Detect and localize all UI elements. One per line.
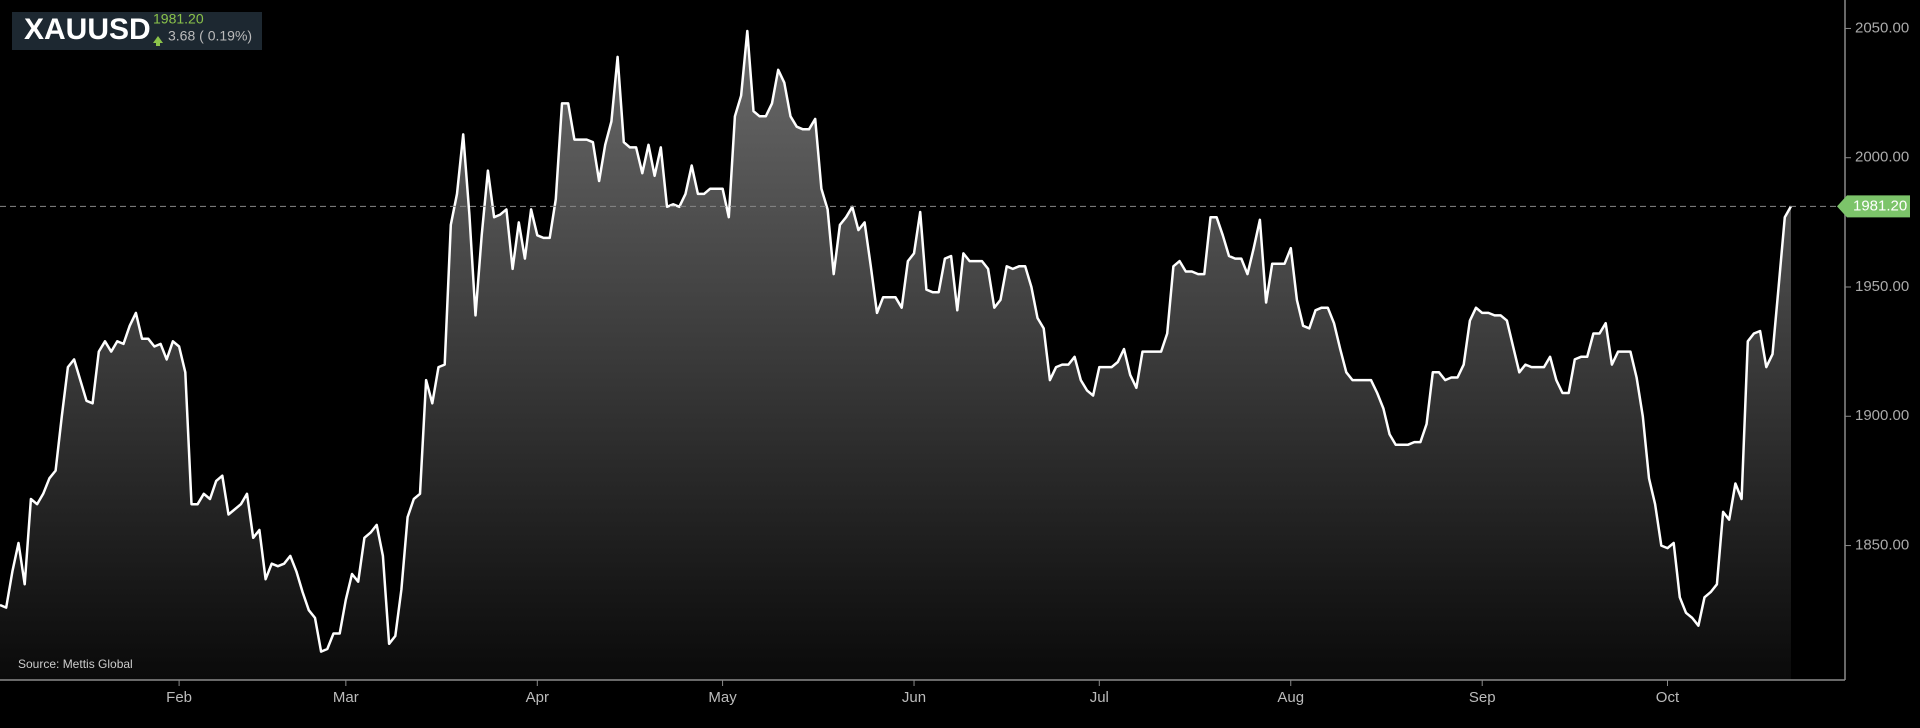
x-tick-label: Feb	[166, 689, 192, 706]
x-tick-label: Aug	[1277, 689, 1304, 706]
source-note: Source: Mettis Global	[18, 657, 133, 671]
up-arrow	[153, 36, 163, 43]
x-tick-label: Oct	[1656, 689, 1680, 706]
last-price-label: 1981.20	[1853, 197, 1907, 214]
up-arrow-stem	[156, 42, 160, 46]
y-tick-label: 2000.00	[1855, 149, 1909, 166]
x-tick-label: Jun	[902, 689, 926, 706]
x-tick-label: May	[708, 689, 737, 706]
last-price-tag	[1837, 195, 1910, 218]
y-tick-label: 1950.00	[1855, 278, 1909, 295]
x-tick-label: Mar	[333, 689, 359, 706]
y-tick-label: 2050.00	[1855, 19, 1909, 36]
header-change: 3.68 ( 0.19%)	[168, 28, 252, 44]
y-tick-label: 1900.00	[1855, 407, 1909, 424]
x-tick-label: Jul	[1090, 689, 1109, 706]
header-price: 1981.20	[153, 11, 204, 27]
price-line	[0, 29, 1793, 653]
x-tick-label: Apr	[526, 689, 549, 706]
chart-title: XAUUSD	[24, 13, 151, 46]
y-tick-label: 1850.00	[1855, 537, 1909, 554]
x-tick-label: Sep	[1469, 689, 1496, 706]
header-box	[12, 12, 262, 50]
area	[0, 31, 1791, 680]
plot-area	[0, 29, 1793, 680]
